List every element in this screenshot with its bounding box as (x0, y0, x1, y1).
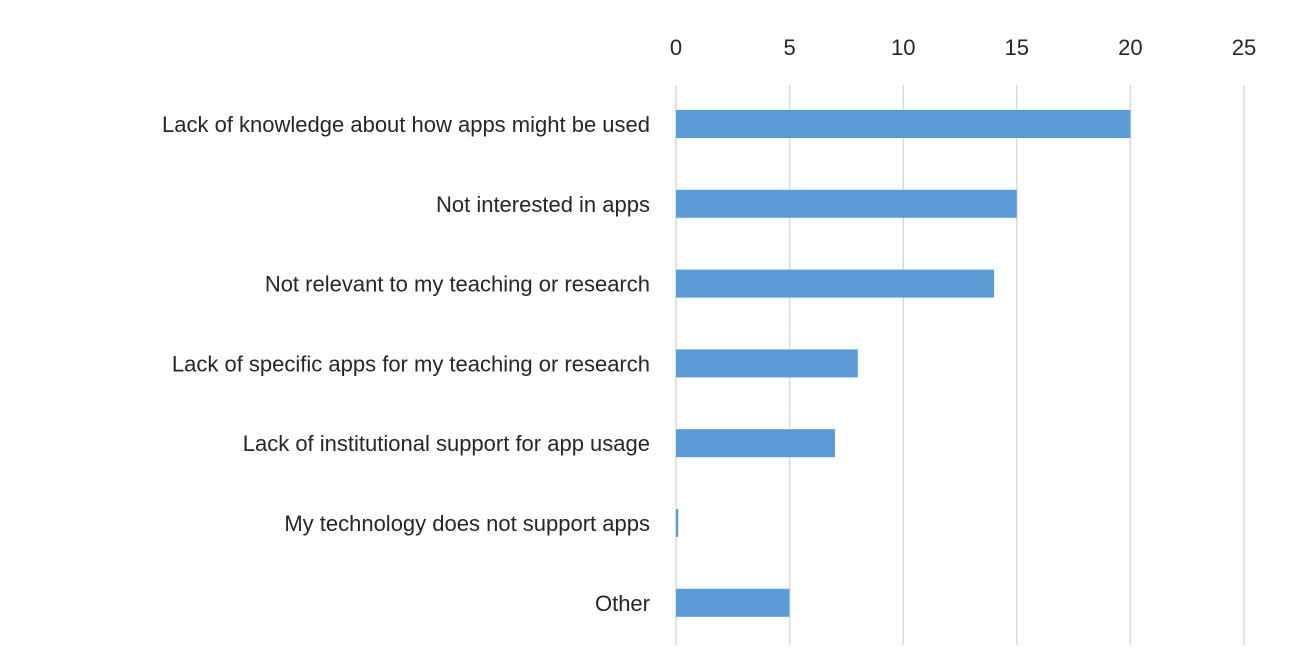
grid-layer (675, 85, 1245, 645)
category-label: Lack of specific apps for my teaching or… (172, 351, 650, 376)
x-tick-label: 5 (783, 35, 795, 60)
bar-3 (676, 349, 858, 378)
category-label: Lack of institutional support for app us… (243, 431, 650, 456)
bar-1 (676, 189, 1017, 218)
category-label: Other (595, 591, 650, 616)
x-tick-label: 10 (891, 35, 915, 60)
x-axis-ticks: 0 5 10 15 20 25 (670, 35, 1256, 60)
bar-5 (676, 509, 679, 537)
category-label: My technology does not support apps (284, 511, 650, 536)
category-label: Not interested in apps (436, 192, 650, 217)
x-tick-label: 20 (1118, 35, 1142, 60)
category-label: Lack of knowledge about how apps might b… (162, 112, 650, 137)
bar-0 (676, 110, 1131, 138)
x-tick-label: 25 (1232, 35, 1256, 60)
category-labels: Lack of knowledge about how apps might b… (162, 112, 650, 616)
category-label: Not relevant to my teaching or research (265, 272, 650, 297)
bar-2 (676, 269, 995, 298)
x-tick-label: 0 (670, 35, 682, 60)
bar-6 (676, 588, 790, 617)
bar-4 (676, 429, 836, 458)
bars (676, 110, 1131, 617)
x-tick-label: 15 (1005, 35, 1029, 60)
